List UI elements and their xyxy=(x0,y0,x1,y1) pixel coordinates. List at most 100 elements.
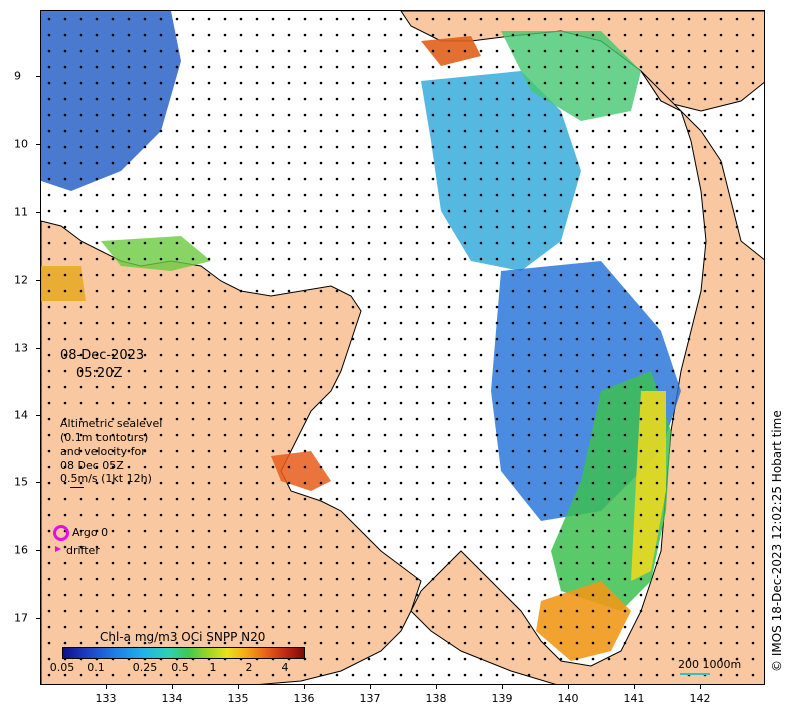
velocity-vector xyxy=(655,49,659,53)
velocity-vector xyxy=(79,177,83,181)
velocity-vector xyxy=(687,401,691,405)
velocity-vector xyxy=(751,513,755,517)
depth-scale-bar xyxy=(680,673,710,675)
velocity-vector xyxy=(495,385,499,389)
velocity-vector xyxy=(351,465,355,469)
velocity-vector xyxy=(559,561,563,565)
velocity-vector xyxy=(143,161,147,165)
velocity-vector xyxy=(111,497,115,501)
velocity-vector xyxy=(719,497,723,501)
velocity-vector xyxy=(223,257,227,261)
velocity-vector xyxy=(623,193,627,197)
velocity-vector xyxy=(751,305,755,309)
velocity-vector xyxy=(399,193,403,197)
velocity-vector xyxy=(591,33,595,37)
velocity-vector xyxy=(79,417,83,421)
velocity-vector xyxy=(319,369,323,373)
velocity-vector xyxy=(735,209,739,213)
velocity-vector xyxy=(399,273,403,277)
velocity-vector xyxy=(655,417,659,421)
velocity-vector xyxy=(671,65,675,69)
velocity-vector xyxy=(287,641,291,645)
velocity-vector xyxy=(367,465,371,469)
map-area[interactable] xyxy=(40,10,765,685)
velocity-vector xyxy=(383,289,387,293)
velocity-vector xyxy=(431,625,435,629)
velocity-vector xyxy=(175,609,179,613)
lat-tick: 9 xyxy=(14,69,21,83)
velocity-vector xyxy=(495,241,499,245)
velocity-vector xyxy=(367,497,371,501)
velocity-vector xyxy=(319,545,323,549)
velocity-vector xyxy=(463,545,467,549)
velocity-vector xyxy=(175,337,179,341)
velocity-vector xyxy=(527,241,531,245)
velocity-vector xyxy=(351,353,355,357)
velocity-vector xyxy=(127,97,131,101)
velocity-vector xyxy=(687,465,691,469)
velocity-vector xyxy=(335,33,339,37)
velocity-vector xyxy=(383,321,387,325)
velocity-vector xyxy=(319,417,323,421)
velocity-vector xyxy=(79,145,83,149)
velocity-vector xyxy=(111,273,115,277)
velocity-vector xyxy=(447,593,451,597)
velocity-vector xyxy=(751,81,755,85)
velocity-vector xyxy=(655,289,659,293)
velocity-vector xyxy=(127,193,131,197)
velocity-scale-arrow xyxy=(70,487,84,488)
velocity-vector xyxy=(47,449,51,453)
velocity-vector xyxy=(575,609,579,613)
velocity-vector xyxy=(223,17,227,21)
velocity-vector xyxy=(319,385,323,389)
velocity-vector xyxy=(255,193,259,197)
velocity-vector xyxy=(479,17,483,21)
velocity-vector xyxy=(687,33,691,37)
velocity-vector xyxy=(575,657,579,661)
velocity-vector xyxy=(399,385,403,389)
velocity-vector xyxy=(287,65,291,69)
velocity-vector xyxy=(175,177,179,181)
velocity-vector xyxy=(351,529,355,533)
velocity-vector xyxy=(463,561,467,565)
velocity-vector xyxy=(591,497,595,501)
velocity-vector xyxy=(479,241,483,245)
velocity-vector xyxy=(735,529,739,533)
velocity-vector xyxy=(287,625,291,629)
velocity-vector xyxy=(239,113,243,117)
legend-line: (0.1m contours) xyxy=(60,431,149,444)
velocity-vector xyxy=(63,593,67,597)
velocity-vector xyxy=(431,289,435,293)
velocity-vector xyxy=(607,65,611,69)
velocity-vector xyxy=(543,129,547,133)
velocity-vector xyxy=(239,353,243,357)
velocity-vector xyxy=(447,657,451,661)
velocity-vector xyxy=(95,625,99,629)
velocity-vector xyxy=(127,257,131,261)
velocity-vector xyxy=(751,33,755,37)
velocity-vector xyxy=(111,97,115,101)
velocity-vector xyxy=(303,129,307,133)
velocity-vector xyxy=(223,417,227,421)
velocity-vector xyxy=(607,545,611,549)
velocity-vector xyxy=(639,513,643,517)
velocity-vector xyxy=(383,193,387,197)
velocity-vector xyxy=(751,161,755,165)
velocity-vector xyxy=(159,401,163,405)
velocity-vector xyxy=(543,145,547,149)
velocity-vector xyxy=(591,65,595,69)
velocity-vector xyxy=(239,161,243,165)
velocity-vector xyxy=(415,609,419,613)
velocity-vector xyxy=(47,481,51,485)
velocity-vector xyxy=(495,113,499,117)
velocity-vector xyxy=(623,321,627,325)
velocity-vector xyxy=(735,129,739,133)
velocity-vector xyxy=(383,209,387,213)
velocity-vector xyxy=(239,513,243,517)
velocity-vector xyxy=(95,593,99,597)
velocity-vector xyxy=(207,465,211,469)
velocity-vector xyxy=(463,33,467,37)
velocity-vector xyxy=(223,609,227,613)
velocity-vector xyxy=(111,225,115,229)
velocity-vector xyxy=(335,481,339,485)
